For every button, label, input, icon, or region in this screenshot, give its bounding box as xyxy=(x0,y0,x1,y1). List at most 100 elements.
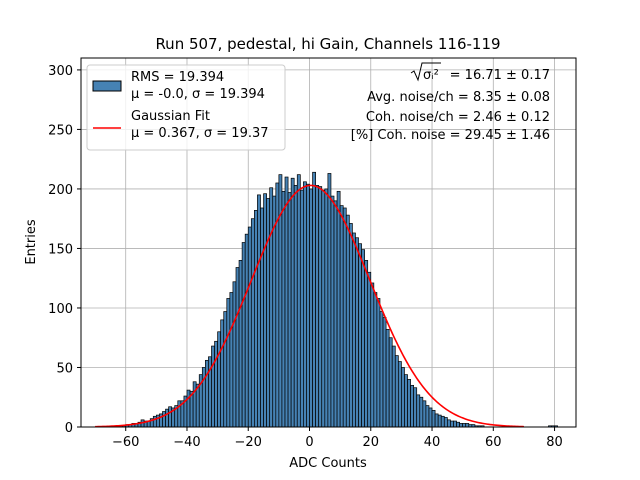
histogram-bar xyxy=(263,193,267,428)
x-tick-label-1: −40 xyxy=(173,435,200,450)
histogram-bar xyxy=(370,282,375,428)
histogram-bar xyxy=(336,190,341,428)
y-tick-label-2: 100 xyxy=(48,302,73,317)
histogram-bar xyxy=(428,407,433,428)
x-tick-label-6: 60 xyxy=(485,435,502,450)
legend-box xyxy=(86,64,286,151)
y-tick-label-3: 150 xyxy=(48,242,73,257)
histogram-bar xyxy=(465,423,470,428)
x-tick-label-7: 80 xyxy=(546,435,563,450)
histogram-bar xyxy=(247,226,252,428)
histogram-bar xyxy=(453,420,457,428)
histogram-bar xyxy=(345,214,350,428)
histogram-bar xyxy=(416,394,421,428)
histogram-bar xyxy=(440,415,445,428)
histogram-bar xyxy=(232,281,237,428)
histogram-bar xyxy=(397,361,402,428)
histogram-bar xyxy=(241,242,246,428)
histogram-bar xyxy=(333,200,338,428)
histogram-bar xyxy=(217,331,222,428)
histogram-bar xyxy=(214,340,218,428)
histogram-bar xyxy=(361,249,365,428)
sqrt-sigma-symbol: σᵢ² xyxy=(410,62,441,83)
histogram-bar xyxy=(321,189,326,428)
histogram-bar xyxy=(382,317,387,428)
annotation-coh-noise-percent: [%] Coh. noise = 29.45 ± 1.46 xyxy=(351,128,550,143)
x-tick-label-3: 0 xyxy=(305,435,313,450)
histogram-bar xyxy=(394,355,399,428)
histogram-bar xyxy=(156,414,160,428)
x-axis-ticks: −60 −40 −20 0 20 40 60 80 xyxy=(112,427,563,450)
histogram-bar xyxy=(388,337,393,428)
histogram-bar xyxy=(211,345,215,428)
y-tick-label-0: 0 xyxy=(65,421,73,436)
histogram-bar xyxy=(254,210,258,428)
histogram-bar xyxy=(165,408,169,428)
histogram-bar xyxy=(220,319,225,428)
legend-histogram-label-2: μ = -0.0, σ = 19.394 xyxy=(131,87,265,102)
histogram-bar xyxy=(431,409,436,428)
histogram-bar xyxy=(443,417,448,428)
histogram-bar xyxy=(235,267,240,428)
legend-histogram-swatch xyxy=(92,80,122,92)
histogram-bar xyxy=(358,243,362,428)
x-tick-label-0: −60 xyxy=(112,435,139,450)
legend-fit-label-2: μ = 0.367, σ = 19.37 xyxy=(131,126,269,141)
histogram-bar xyxy=(260,207,264,428)
histogram-bar xyxy=(186,389,191,428)
histogram-bar xyxy=(287,192,292,428)
histogram-bar xyxy=(456,421,460,428)
annotation-avg-noise: Avg. noise/ch = 8.35 ± 0.08 xyxy=(367,90,550,105)
histogram-bar xyxy=(309,188,313,428)
histogram-bar xyxy=(434,413,439,428)
histogram-bar xyxy=(257,194,261,428)
histogram-bar xyxy=(306,183,310,428)
x-tick-label-4: 20 xyxy=(362,435,379,450)
histogram-bar xyxy=(425,405,430,428)
gaussian-fit-line xyxy=(95,184,524,428)
histogram-bar xyxy=(250,218,255,428)
plot-frame xyxy=(80,57,577,428)
histogram-bar xyxy=(459,423,464,428)
y-tick-label-6: 300 xyxy=(48,64,73,79)
histogram-bar xyxy=(205,359,209,428)
histogram-bar xyxy=(407,379,411,428)
histogram-bar xyxy=(376,298,381,428)
histogram-bar xyxy=(303,181,307,428)
histogram-bar xyxy=(266,198,271,428)
histogram-bar xyxy=(315,185,320,428)
histogram-bar xyxy=(446,419,451,428)
histogram-bar xyxy=(462,423,467,428)
histogram-bar xyxy=(324,188,329,428)
histogram-bar xyxy=(293,185,298,428)
histogram-bar xyxy=(195,383,200,428)
histogram-bar xyxy=(419,396,424,428)
histogram-bar xyxy=(223,311,228,428)
histogram-bar xyxy=(450,420,454,428)
histogram-bar xyxy=(162,411,166,428)
sqrt-symbol xyxy=(410,62,441,82)
legend-histogram-label-1: RMS = 19.394 xyxy=(131,70,224,85)
x-axis-label: ADC Counts xyxy=(289,456,367,471)
histogram-bar xyxy=(342,207,347,428)
histogram-bar xyxy=(413,387,418,428)
histogram-bar xyxy=(299,189,304,428)
histogram-bar xyxy=(391,345,396,428)
histogram-bar xyxy=(339,205,344,428)
annotation-coh-noise: Coh. noise/ch = 2.46 ± 0.12 xyxy=(366,110,550,125)
histogram-bar xyxy=(367,271,372,428)
histogram-bar xyxy=(364,260,369,428)
histogram-bar xyxy=(379,311,384,428)
y-axis-ticks: 0 50 100 150 200 250 300 xyxy=(48,64,81,436)
legend: RMS = 19.394 μ = -0.0, σ = 19.394 Gaussi… xyxy=(86,64,286,151)
y-axis-label: Entries xyxy=(24,219,39,265)
histogram-bar xyxy=(348,223,353,428)
histogram-bar xyxy=(284,176,289,428)
histogram-bar xyxy=(168,406,173,428)
x-tick-label-5: 40 xyxy=(424,435,441,450)
y-tick-label-1: 50 xyxy=(56,361,73,376)
histogram-bar xyxy=(192,381,197,428)
histogram-bar xyxy=(312,171,316,428)
histogram-bar xyxy=(385,329,390,428)
y-tick-label-5: 250 xyxy=(48,123,73,138)
